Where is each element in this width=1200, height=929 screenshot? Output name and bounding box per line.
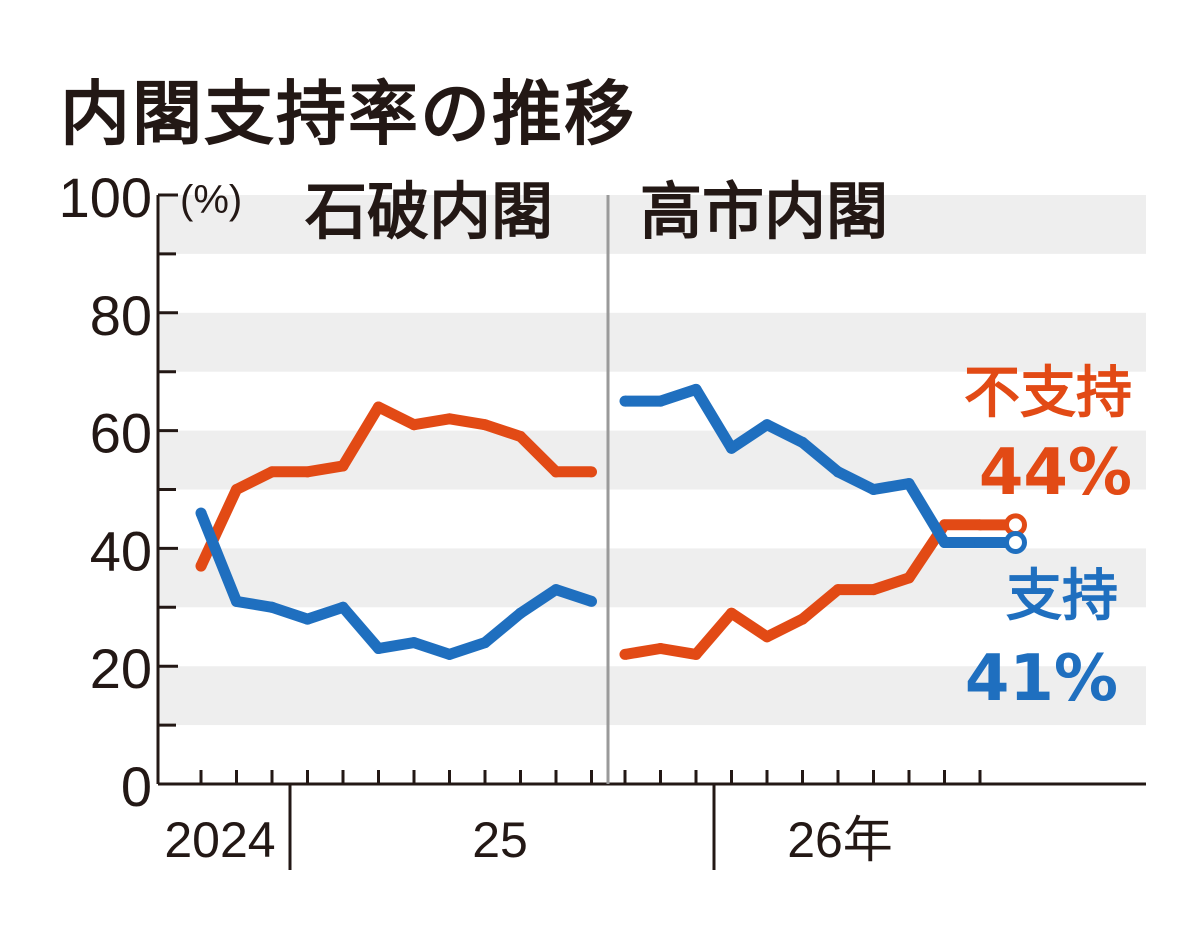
data-point bbox=[832, 584, 844, 596]
y-tick-label: 20 bbox=[90, 637, 152, 700]
data-point bbox=[231, 595, 242, 607]
y-tick-label: 40 bbox=[90, 519, 152, 582]
data-point bbox=[195, 560, 207, 572]
grid-band bbox=[158, 195, 1146, 254]
data-point bbox=[868, 584, 879, 596]
era-label-ishiba: 石破内閣 bbox=[305, 175, 553, 248]
x-label-25: 25 bbox=[472, 812, 528, 868]
data-point bbox=[832, 466, 844, 478]
data-point bbox=[266, 601, 278, 613]
callout-disapprove-value: 44% bbox=[979, 436, 1132, 510]
data-point bbox=[726, 442, 737, 454]
data-point bbox=[444, 413, 455, 425]
data-point bbox=[690, 383, 702, 395]
data-point bbox=[655, 643, 666, 655]
y-tick-label: 60 bbox=[90, 402, 152, 465]
data-point bbox=[797, 436, 808, 448]
data-point bbox=[655, 395, 666, 407]
data-point bbox=[797, 613, 808, 625]
data-point bbox=[479, 637, 491, 649]
data-point bbox=[337, 460, 349, 472]
data-point bbox=[408, 637, 420, 649]
data-point bbox=[515, 430, 526, 442]
data-point bbox=[619, 648, 631, 660]
x-label-26: 26年 bbox=[787, 812, 893, 868]
data-point bbox=[761, 631, 773, 643]
data-point bbox=[939, 537, 950, 549]
series-lines bbox=[195, 383, 1027, 660]
grid-band bbox=[158, 312, 1146, 372]
data-point bbox=[690, 648, 702, 660]
y-tick-label: 0 bbox=[121, 755, 152, 818]
y-ticks: 100 80 60 40 20 0 bbox=[59, 166, 178, 818]
grid-bands bbox=[158, 195, 1146, 726]
data-point bbox=[479, 419, 491, 431]
x-ticks bbox=[199, 770, 982, 784]
grid-band bbox=[158, 666, 1146, 726]
data-point bbox=[408, 419, 420, 431]
callout-approve-label: 支持 bbox=[1006, 564, 1118, 629]
series-line-approve bbox=[195, 511, 594, 660]
callout-disapprove-label: 不支持 bbox=[964, 361, 1132, 426]
data-point bbox=[266, 466, 278, 478]
data-point bbox=[515, 607, 526, 619]
grid-band bbox=[158, 430, 1146, 490]
grid-band bbox=[158, 548, 1146, 608]
y-unit-label: (%) bbox=[180, 178, 242, 222]
chart-title: 内閣支持率の推移 bbox=[60, 73, 636, 155]
data-point bbox=[903, 572, 915, 584]
data-point bbox=[373, 643, 384, 655]
callout-approve-value: 41% bbox=[965, 642, 1118, 716]
data-point bbox=[586, 595, 597, 607]
data-point bbox=[337, 601, 349, 613]
data-point bbox=[726, 607, 737, 619]
data-point bbox=[302, 613, 313, 625]
era-label-takaichi: 高市内閣 bbox=[640, 175, 888, 248]
data-point bbox=[761, 419, 773, 431]
x-label-2024: 2024 bbox=[164, 812, 275, 868]
data-point bbox=[868, 484, 879, 495]
y-tick-label: 100 bbox=[59, 166, 152, 229]
series-line-disapprove bbox=[196, 401, 592, 569]
data-point bbox=[619, 395, 631, 407]
data-point bbox=[550, 466, 562, 478]
data-point bbox=[195, 507, 207, 519]
data-point bbox=[550, 584, 562, 596]
data-point bbox=[444, 648, 455, 660]
data-point bbox=[903, 478, 915, 490]
end-marker bbox=[1004, 531, 1027, 555]
y-tick-label: 80 bbox=[90, 284, 152, 347]
data-point bbox=[586, 466, 597, 478]
data-point bbox=[302, 466, 313, 478]
data-point bbox=[231, 484, 242, 495]
data-point bbox=[373, 401, 384, 413]
